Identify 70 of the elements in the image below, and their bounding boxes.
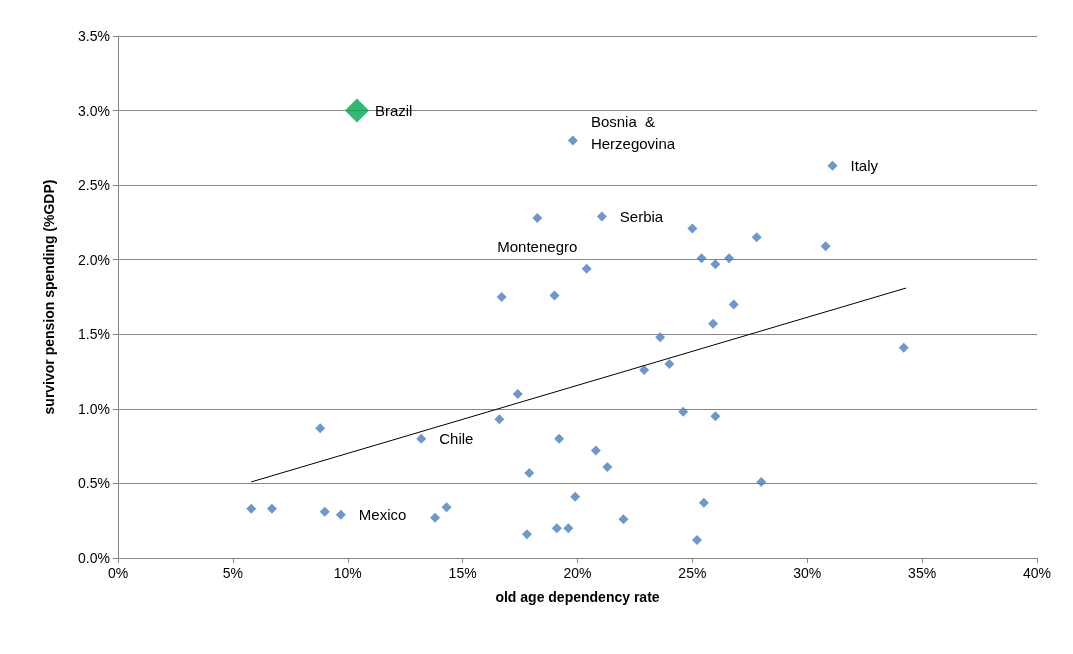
point <box>315 423 326 434</box>
point <box>246 503 257 514</box>
point <box>728 299 739 310</box>
y-tick-label: 1.0% <box>78 400 110 417</box>
point <box>751 232 762 243</box>
x-tick-label: 10% <box>333 565 362 581</box>
point <box>590 445 601 456</box>
y-tick-label: 2.0% <box>78 251 110 268</box>
point <box>551 523 562 534</box>
point <box>496 292 507 302</box>
point <box>678 406 689 417</box>
point <box>521 529 532 540</box>
annotation: Mexico <box>358 506 407 524</box>
point <box>570 491 581 502</box>
point <box>698 497 709 508</box>
annotation: Montenegro <box>497 238 578 256</box>
y-tick-label: 3.0% <box>78 102 110 119</box>
point <box>512 388 523 399</box>
point <box>416 433 427 444</box>
point <box>756 476 767 487</box>
point <box>549 290 560 301</box>
point <box>639 365 650 376</box>
point <box>524 467 535 478</box>
x-tick-label: 25% <box>678 565 707 581</box>
point <box>596 211 607 222</box>
x-tick-label: 30% <box>793 565 822 581</box>
point <box>563 523 574 534</box>
point <box>335 509 346 520</box>
point <box>687 223 698 234</box>
point <box>532 212 543 223</box>
annotation: Italy <box>850 157 879 175</box>
point <box>554 433 565 444</box>
x-tick-label: 35% <box>908 565 937 581</box>
y-tick-label: 1.5% <box>78 326 110 343</box>
x-tick-label: 20% <box>563 565 592 581</box>
annotation: Bosnia & Herzegovina <box>590 112 676 152</box>
point <box>494 414 505 425</box>
y-tick-label: 0.0% <box>78 550 110 566</box>
point <box>710 411 721 422</box>
point <box>724 253 735 264</box>
y-tick-label: 2.5% <box>78 177 110 194</box>
point <box>567 135 578 146</box>
point <box>898 342 909 353</box>
point <box>655 332 666 343</box>
point <box>581 263 592 274</box>
y-tick-label: 0.5% <box>78 475 110 492</box>
point <box>602 462 613 473</box>
point <box>441 502 452 513</box>
point <box>820 241 831 252</box>
point <box>430 512 441 523</box>
point <box>696 253 707 264</box>
point <box>710 259 721 270</box>
x-tick-label: 15% <box>448 565 477 581</box>
point <box>319 506 330 517</box>
annotation: Chile <box>439 430 474 448</box>
x-axis-title: old age dependency rate <box>495 589 660 605</box>
x-tick-label: 40% <box>1022 565 1052 581</box>
point <box>266 503 277 514</box>
point <box>344 98 369 123</box>
point <box>708 318 719 329</box>
point <box>664 359 675 370</box>
point <box>618 514 629 525</box>
annotation: Serbia <box>619 207 664 225</box>
annotation: Brazil <box>374 102 413 120</box>
x-tick-label: 0% <box>107 565 129 581</box>
point <box>691 535 702 546</box>
x-tick-label: 5% <box>222 565 243 581</box>
y-axis-title: survivor pension spending (%GDP) <box>41 179 57 415</box>
y-tick-label: 3.5% <box>78 28 110 44</box>
point <box>827 160 838 171</box>
